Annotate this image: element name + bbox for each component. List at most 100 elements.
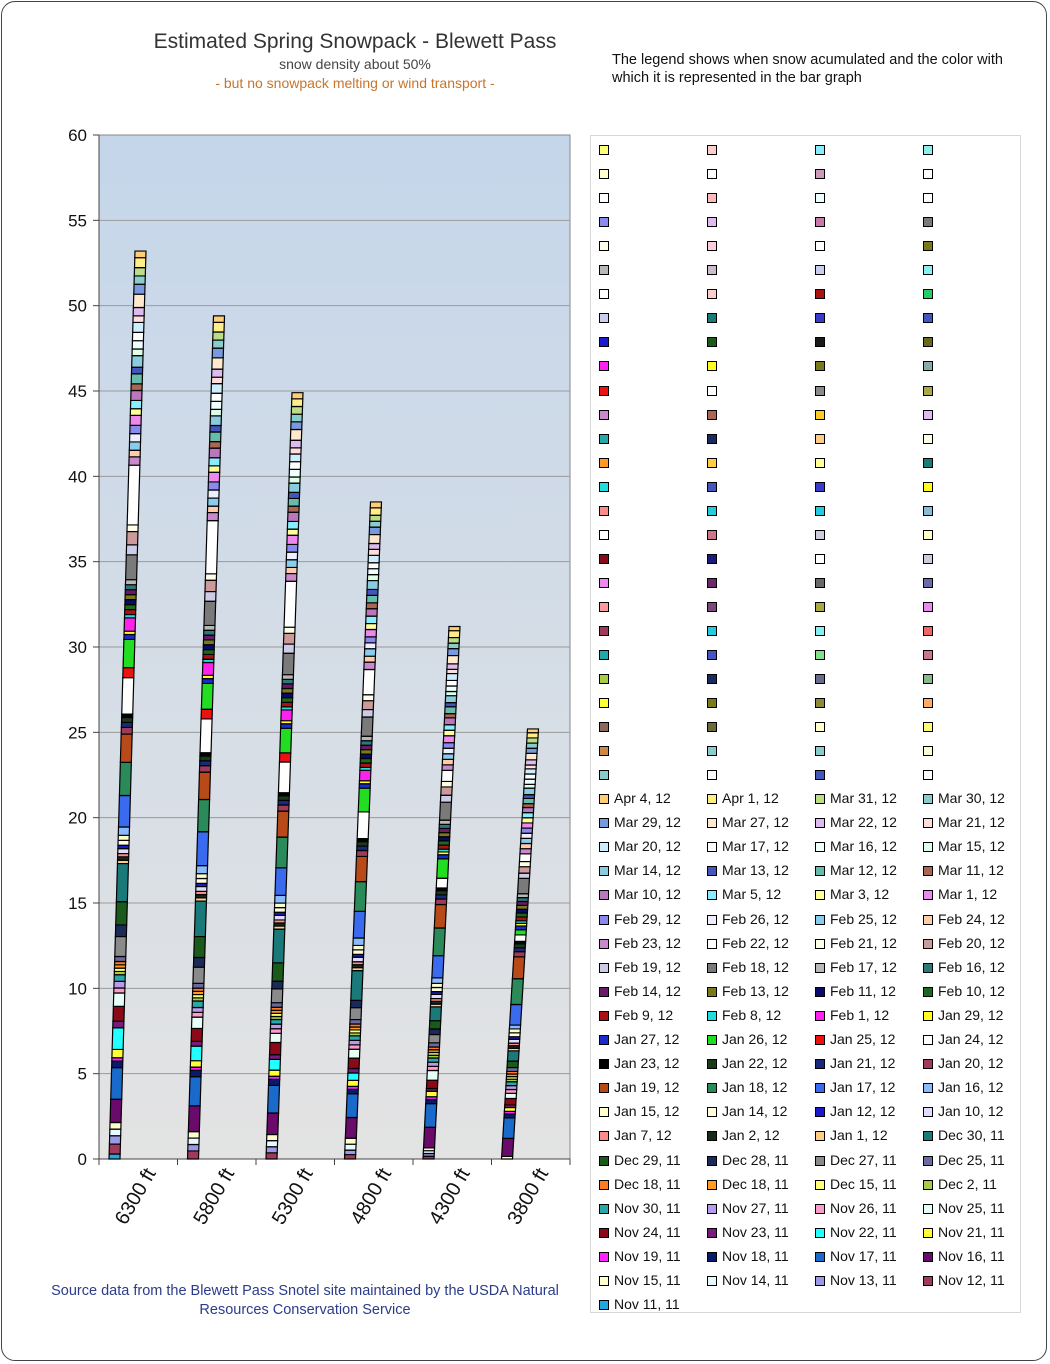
legend-explanation: The legend shows when snow acumulated an…: [612, 52, 1003, 86]
bar-segment: [289, 439, 303, 449]
bar-segment: [276, 810, 290, 838]
legend-label: Jan 16, 12: [938, 1079, 1004, 1096]
legend-swatch: [815, 890, 825, 901]
legend-label: Nov 25, 11: [938, 1199, 1005, 1216]
bar-segment: [443, 729, 456, 737]
bar-segment: [187, 1137, 200, 1146]
bar-segment: [436, 858, 450, 879]
legend-swatch: [599, 1203, 609, 1214]
legend-marker: [591, 188, 699, 208]
legend-label: Feb 10, 12: [938, 982, 1005, 999]
legend-entry: Mar 30, 12: [915, 789, 1023, 809]
legend-swatch: [923, 433, 933, 444]
legend-entry: Nov 12, 11: [915, 1271, 1023, 1291]
legend-swatch: [815, 145, 825, 155]
bar-segment: [524, 752, 538, 761]
bar-segment: [346, 1088, 359, 1095]
legend-label: Feb 21, 12: [830, 934, 897, 951]
legend-marker: [699, 645, 807, 665]
bar-segment: [281, 687, 294, 694]
legend-marker: [915, 188, 1023, 208]
bar-segment: [288, 468, 302, 478]
legend-swatch: [707, 601, 717, 612]
legend-swatch: [707, 457, 717, 468]
legend-entry: Jan 1, 12: [807, 1126, 915, 1146]
bar-segment: [290, 398, 304, 408]
legend-marker: [807, 164, 915, 184]
bar-segment: [351, 949, 365, 955]
legend-label: Jan 2, 12: [722, 1127, 780, 1144]
bar-segment: [131, 348, 144, 357]
bar-segment: [352, 910, 366, 939]
bar-segment: [283, 626, 296, 634]
bar-stack: [422, 625, 461, 1160]
bar-segment: [290, 421, 303, 431]
legend-swatch: [707, 1035, 717, 1045]
bar-segment: [524, 768, 537, 775]
legend-swatch: [599, 890, 609, 901]
legend-swatch: [923, 337, 933, 348]
legend-marker: [807, 429, 915, 449]
legend-swatch: [707, 1059, 717, 1070]
bar-segment: [444, 701, 457, 708]
legend-label: Dec 15, 11: [830, 1175, 897, 1192]
legend-swatch: [707, 962, 717, 973]
bar-segment: [210, 376, 224, 385]
bar-segment: [287, 511, 300, 523]
legend-swatch: [923, 938, 933, 949]
legend-swatch: [707, 505, 717, 516]
legend-marker: [807, 717, 915, 737]
legend-swatch: [923, 1251, 933, 1262]
y-tick-label: 25: [68, 723, 87, 742]
bar-segment: [364, 628, 378, 638]
bar-segment: [445, 679, 458, 687]
legend-swatch: [707, 361, 717, 372]
legend-swatch: [707, 818, 717, 829]
bar-segment: [350, 970, 364, 1001]
bar-segment: [369, 514, 382, 522]
bar-segment: [192, 982, 205, 989]
legend-label: Mar 21, 12: [938, 814, 1005, 831]
bar-segment: [203, 624, 216, 631]
bar-segment: [208, 457, 221, 467]
legend-marker: [591, 308, 699, 328]
bar-segment: [201, 661, 215, 676]
legend-marker: [699, 549, 807, 569]
legend-label: Feb 16, 12: [938, 958, 1005, 975]
legend-marker: [915, 332, 1023, 352]
legend-label: Jan 23, 12: [614, 1055, 680, 1072]
legend-label: Jan 24, 12: [938, 1031, 1004, 1047]
legend-entry: Jan 7, 12: [591, 1126, 699, 1146]
bar-segment: [366, 568, 380, 576]
bar-segment: [364, 622, 378, 631]
bar-segment: [434, 898, 448, 906]
legend-entry: Jan 10, 12: [915, 1102, 1023, 1122]
bar-stack: [265, 392, 304, 1160]
bar-segment: [426, 1069, 439, 1081]
legend-entry: Mar 11, 12: [915, 861, 1023, 881]
legend-marker: [699, 188, 807, 208]
legend-swatch: [815, 289, 825, 300]
legend-marker: [915, 597, 1023, 617]
bar-segment: [287, 505, 300, 513]
legend-label: Dec 28, 11: [722, 1151, 789, 1168]
legend-marker: [591, 284, 699, 304]
bar-segment: [344, 1137, 357, 1145]
legend-marker: [699, 525, 807, 545]
bar-segment: [521, 806, 535, 814]
bar-segment: [128, 433, 142, 443]
legend-marker: [807, 525, 915, 545]
legend-entry: Mar 22, 12: [807, 813, 915, 833]
bar-segment: [368, 520, 382, 528]
legend-label: Nov 17, 11: [830, 1247, 897, 1264]
legend-entry: Jan 29, 12: [915, 1006, 1023, 1026]
legend-entry: Nov 17, 11: [807, 1247, 915, 1267]
bar-segment: [290, 413, 303, 423]
legend-marker: [699, 381, 807, 401]
bar-segment: [365, 615, 378, 625]
bar-segment: [442, 742, 455, 749]
bar-segment: [523, 773, 537, 780]
legend-swatch: [599, 1276, 609, 1286]
legend-label: Feb 22, 12: [722, 934, 789, 951]
bar-segment: [282, 643, 296, 654]
